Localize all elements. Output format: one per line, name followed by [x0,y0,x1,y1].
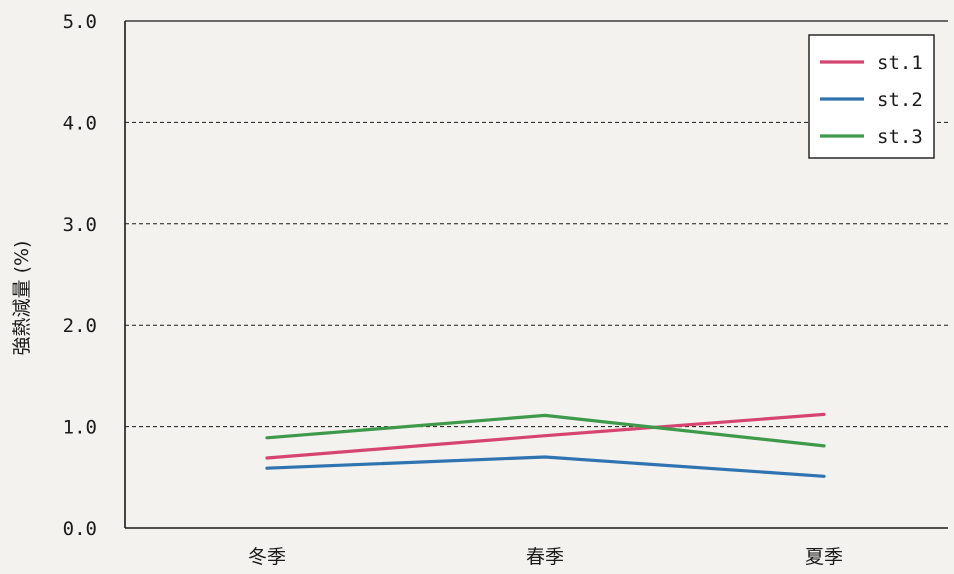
legend-label: st.2 [877,89,923,111]
x-axis-ticks: 冬季 春季 夏季 [248,546,843,568]
series-line-st2 [265,455,826,478]
y-tick-label: 5.0 [63,11,97,33]
y-tick-label: 2.0 [63,315,97,337]
y-tick-label: 3.0 [63,214,97,236]
y-axis-label: 強熱減量 (%) [11,241,33,356]
legend: st.1 st.2 st.3 [808,34,935,159]
series-lines [265,412,826,478]
gridlines [125,121,948,428]
x-tick-label: 春季 [526,546,564,568]
y-tick-label: 1.0 [63,417,97,439]
y-axis-ticks: 0.0 1.0 2.0 3.0 4.0 5.0 [63,11,97,540]
series-line-st1 [265,412,826,460]
y-tick-label: 0.0 [63,518,97,540]
x-tick-label: 冬季 [248,546,286,568]
series-line-st3 [265,413,826,448]
legend-label: st.1 [877,52,923,74]
y-tick-label: 4.0 [63,112,97,134]
x-tick-label: 夏季 [805,546,843,568]
legend-label: st.3 [877,126,923,148]
